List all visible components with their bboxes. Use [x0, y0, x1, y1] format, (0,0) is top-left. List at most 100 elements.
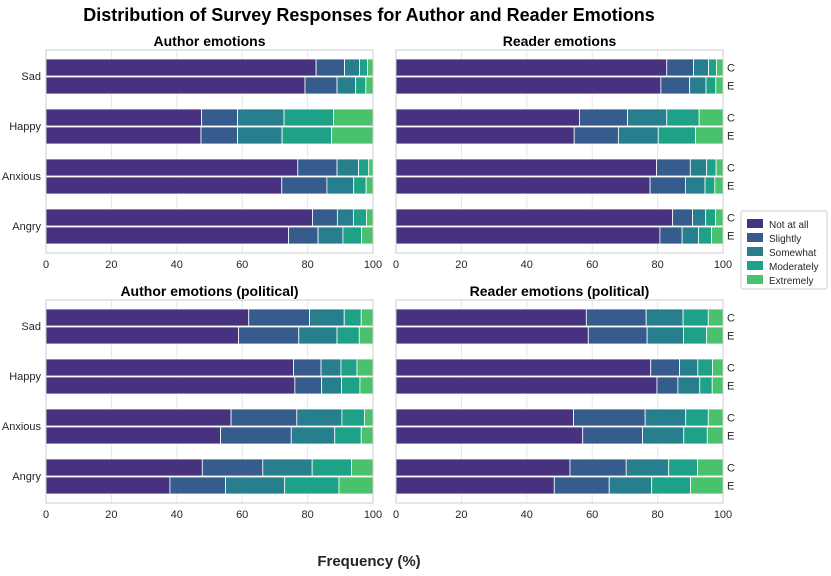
bar-segment-extremely — [360, 308, 374, 327]
bar-segment-not-at-all — [45, 126, 202, 145]
bar-segment-not-at-all — [45, 76, 306, 95]
bar-label: E — [727, 231, 734, 243]
bar-segment-moderately — [705, 76, 717, 95]
bar-segment-moderately — [341, 376, 361, 395]
legend-label: Somewhat — [769, 248, 816, 259]
bar-segment-extremely — [715, 158, 724, 177]
bar-label: E — [727, 381, 734, 393]
bar-segment-somewhat — [262, 458, 313, 477]
bar-segment-extremely — [695, 126, 724, 145]
x-tick-label: 0 — [393, 259, 399, 271]
x-tick-label: 80 — [651, 509, 663, 521]
bar-segment-slightly — [220, 426, 292, 445]
legend-swatch — [747, 247, 763, 256]
panel-1: Author emotions Sad Happy Anxious Angry 0 20 40… — [2, 33, 382, 271]
bar-segment-slightly — [294, 376, 323, 395]
bar-segment-not-at-all — [395, 408, 574, 427]
bar-segment-slightly — [201, 108, 239, 127]
bar-segment-slightly — [238, 326, 300, 345]
x-tick-label: 100 — [364, 509, 382, 521]
bar-segment-moderately — [334, 426, 362, 445]
bar-segment-somewhat — [608, 476, 653, 495]
bar-segment-slightly — [659, 226, 683, 245]
bar-segment-not-at-all — [45, 458, 203, 477]
bar-segment-extremely — [360, 426, 374, 445]
bar-segment-moderately — [704, 176, 716, 195]
x-tick-label: 60 — [586, 509, 598, 521]
bar-segment-extremely — [712, 358, 724, 377]
bar-segment-moderately — [341, 408, 365, 427]
category-tick-label: Sad — [21, 71, 41, 83]
x-tick-label: 100 — [714, 259, 732, 271]
bar-label: E — [727, 181, 734, 193]
bar-segment-somewhat — [321, 376, 343, 395]
bar-segment-slightly — [201, 458, 264, 477]
bar-segment-extremely — [338, 476, 374, 495]
panel-frame — [45, 49, 374, 254]
x-tick-label: 0 — [43, 509, 49, 521]
bar-segment-slightly — [587, 326, 648, 345]
bar-segment-not-at-all — [45, 308, 250, 327]
bar-segment-moderately — [343, 308, 362, 327]
bar-segment-somewhat — [642, 426, 685, 445]
bar-segment-not-at-all — [395, 176, 651, 195]
bar-segment-somewhat — [336, 158, 360, 177]
bar-segment-slightly — [582, 426, 643, 445]
bar-segment-extremely — [697, 458, 724, 477]
bar-segment-not-at-all — [45, 326, 240, 345]
bar-label: C — [727, 163, 735, 175]
legend-swatch — [747, 219, 763, 228]
category-tick-label: Happy — [9, 121, 41, 133]
legend-swatch — [747, 275, 763, 284]
bar-segment-moderately — [682, 308, 709, 327]
bar-segment-extremely — [361, 226, 374, 245]
panel-title: Author emotions — [154, 33, 266, 49]
legend-label: Slightly — [769, 234, 801, 245]
x-tick-label: 40 — [171, 509, 183, 521]
bar-segment-somewhat — [296, 408, 343, 427]
panel-title: Author emotions (political) — [120, 283, 298, 299]
legend-label: Not at all — [769, 220, 808, 231]
bar-label: C — [727, 213, 735, 225]
bar-segment-somewhat — [237, 126, 283, 145]
bar-segment-somewhat — [627, 108, 668, 127]
x-tick-label: 20 — [455, 259, 467, 271]
bar-segment-somewhat — [344, 58, 360, 77]
bar-segment-somewhat — [309, 308, 345, 327]
bar-segment-not-at-all — [45, 158, 299, 177]
bar-segment-extremely — [706, 426, 724, 445]
bar-segment-extremely — [364, 408, 374, 427]
panel-title: Reader emotions — [503, 33, 617, 49]
x-tick-label: 100 — [714, 509, 732, 521]
bar-segment-somewhat — [646, 326, 684, 345]
bar-segment-extremely — [714, 176, 724, 195]
bar-label: C — [727, 463, 735, 475]
bar-segment-slightly — [230, 408, 298, 427]
category-tick-label: Anxious — [2, 171, 42, 183]
bar-segment-somewhat — [684, 176, 706, 195]
bar-segment-extremely — [358, 326, 374, 345]
bar-segment-somewhat — [679, 358, 699, 377]
panel-3: Author emotions (political) Sad Happy Anxio… — [2, 283, 382, 521]
bar-segment-not-at-all — [45, 226, 290, 245]
bar-label: C — [727, 363, 735, 375]
bar-segment-somewhat — [625, 458, 670, 477]
bar-segment-extremely — [331, 126, 374, 145]
bar-segment-somewhat — [298, 326, 338, 345]
bar-segment-not-at-all — [45, 376, 296, 395]
legend-swatch — [747, 261, 763, 270]
panel-frame — [395, 49, 724, 254]
bar-label: E — [727, 81, 734, 93]
bar-segment-somewhat — [617, 126, 659, 145]
bar-segment-somewhat — [320, 358, 342, 377]
bar-segment-moderately — [358, 158, 370, 177]
bar-segment-extremely — [715, 76, 724, 95]
bar-segment-extremely — [698, 108, 724, 127]
bar-segment-not-at-all — [395, 326, 589, 345]
bar-segment-somewhat — [693, 58, 710, 77]
x-tick-label: 40 — [171, 259, 183, 271]
